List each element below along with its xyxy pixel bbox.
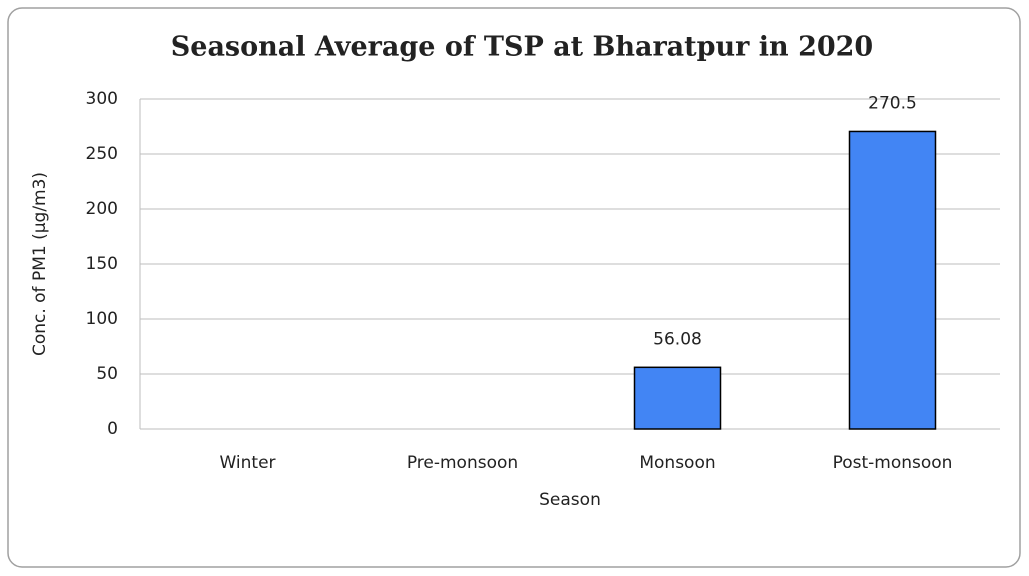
x-tick-label: Monsoon: [639, 453, 715, 473]
bar: [848, 130, 937, 430]
y-tick-label: 200: [86, 199, 118, 219]
y-tick-label: 100: [86, 309, 118, 329]
x-tick-label: Post-monsoon: [833, 453, 953, 473]
data-label: 270.5: [868, 93, 917, 113]
y-tick-label: 0: [107, 419, 118, 439]
y-tick-label: 50: [96, 364, 118, 384]
x-axis-label: Season: [539, 490, 601, 510]
chart-title: Seasonal Average of TSP at Bharatpur in …: [171, 32, 873, 63]
y-tick-label: 250: [86, 144, 118, 164]
y-tick-label: 300: [86, 89, 118, 109]
y-tick-label: 150: [86, 254, 118, 274]
y-axis-label: Conc. of PM1 (µg/m3): [30, 172, 50, 356]
chart-border: [7, 7, 1021, 568]
bar: [633, 366, 722, 430]
data-label: 56.08: [653, 329, 702, 349]
x-tick-label: Winter: [219, 453, 275, 473]
x-tick-label: Pre-monsoon: [407, 453, 518, 473]
